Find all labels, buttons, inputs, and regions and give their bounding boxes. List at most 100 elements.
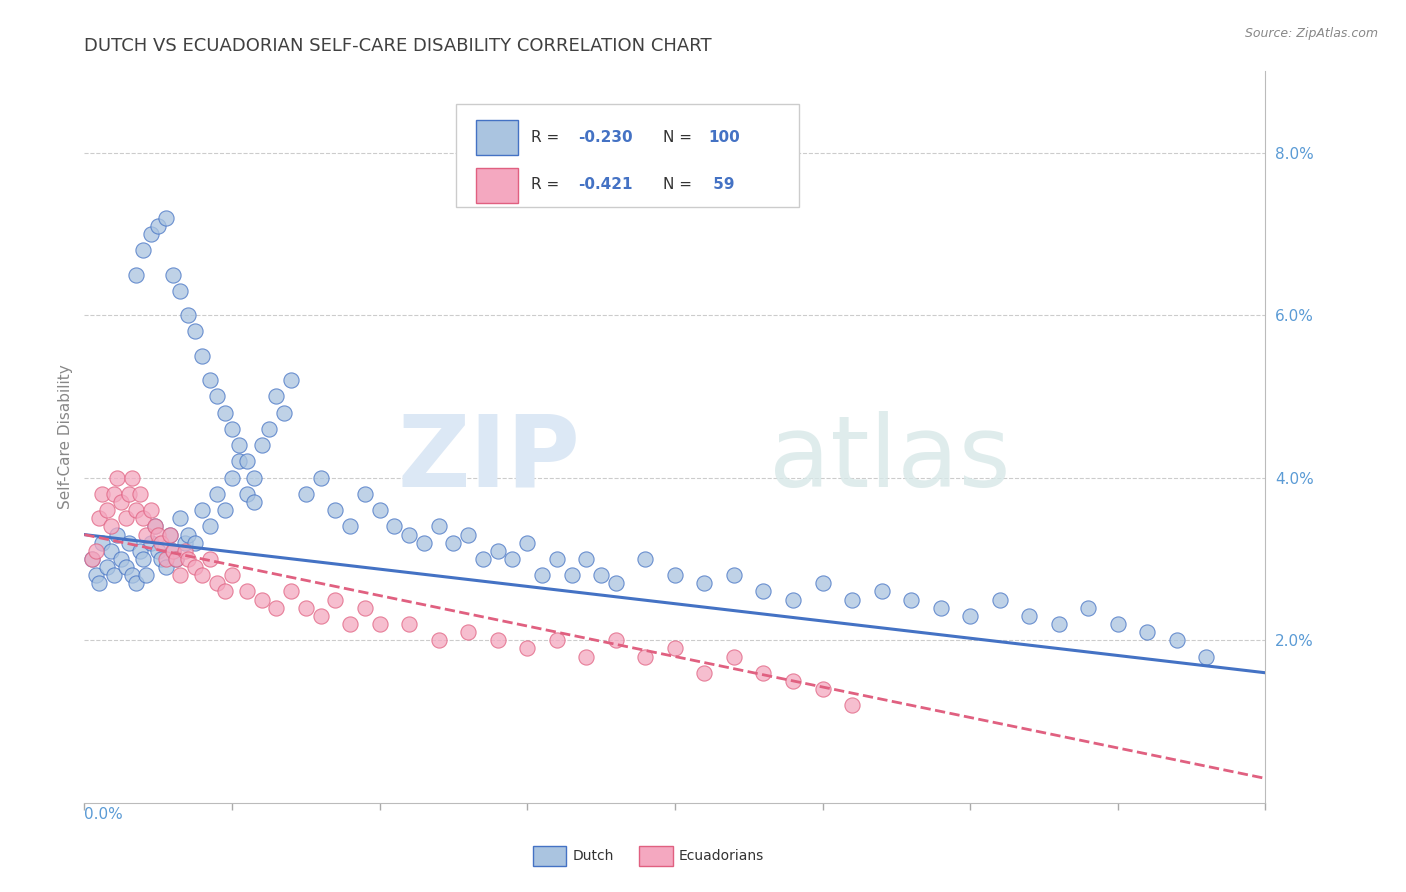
Point (159, 527, 181, 541)
Text: Ecuadorians: Ecuadorians (679, 849, 763, 863)
Point (91, 535, 114, 549)
Point (1195, 649, 1218, 664)
Point (207, 389, 229, 403)
Point (1136, 625, 1159, 640)
Bar (533, 846, 567, 866)
Point (84, 544, 107, 558)
Point (266, 389, 288, 403)
Point (605, 576, 627, 591)
Text: N =: N = (664, 178, 697, 193)
Point (221, 422, 243, 436)
Point (121, 568, 143, 582)
Point (132, 243, 155, 257)
Point (870, 584, 893, 599)
Point (132, 552, 155, 566)
Point (143, 519, 166, 533)
Point (339, 519, 361, 533)
Point (96, 560, 118, 574)
Point (148, 219, 170, 233)
Point (501, 552, 523, 566)
Point (114, 511, 136, 525)
Text: R =: R = (531, 178, 564, 193)
Point (103, 568, 125, 582)
Point (155, 211, 177, 225)
Point (221, 568, 243, 582)
Point (110, 552, 132, 566)
Point (443, 535, 465, 549)
Point (125, 268, 148, 282)
Point (427, 519, 450, 533)
Point (280, 584, 302, 599)
Point (811, 681, 834, 696)
Point (155, 560, 177, 574)
Point (309, 608, 332, 623)
Point (80, 552, 103, 566)
Point (169, 511, 191, 525)
Point (1077, 600, 1099, 615)
Point (266, 600, 288, 615)
Point (162, 544, 184, 558)
Point (105, 471, 128, 485)
Point (546, 633, 568, 648)
Point (80, 552, 103, 566)
Point (309, 471, 332, 485)
Point (191, 349, 214, 363)
Point (207, 576, 229, 591)
Point (693, 576, 716, 591)
Point (150, 535, 173, 549)
Bar (477, 120, 517, 155)
Point (125, 576, 148, 591)
Point (100, 544, 122, 558)
Point (664, 641, 686, 656)
FancyBboxPatch shape (457, 104, 799, 207)
Point (91, 487, 114, 501)
Point (605, 633, 627, 648)
Point (959, 608, 981, 623)
Point (988, 592, 1011, 607)
Point (125, 503, 148, 517)
Point (811, 576, 834, 591)
Point (1107, 617, 1129, 632)
Point (752, 665, 775, 680)
Point (752, 584, 775, 599)
Point (723, 568, 745, 582)
Point (165, 552, 187, 566)
Point (273, 406, 295, 420)
Point (84, 568, 107, 582)
Point (139, 503, 162, 517)
Point (782, 592, 804, 607)
Point (325, 592, 347, 607)
Text: ZIP: ZIP (398, 410, 581, 508)
Text: N =: N = (664, 129, 697, 145)
Point (368, 503, 391, 517)
Text: R =: R = (531, 129, 564, 145)
Point (214, 503, 236, 517)
Point (228, 438, 250, 452)
Point (173, 535, 195, 549)
Text: 100: 100 (709, 129, 740, 145)
Point (427, 633, 450, 648)
Point (105, 527, 128, 541)
Point (198, 552, 221, 566)
Point (325, 503, 347, 517)
Point (148, 527, 170, 541)
Point (129, 487, 152, 501)
Point (561, 568, 583, 582)
Point (516, 535, 538, 549)
Point (177, 308, 200, 322)
Text: 59: 59 (709, 178, 734, 193)
Point (575, 649, 598, 664)
Text: atlas: atlas (769, 410, 1011, 508)
Point (398, 617, 420, 632)
Point (177, 527, 200, 541)
Point (198, 519, 221, 533)
Point (159, 527, 181, 541)
Point (114, 560, 136, 574)
Point (929, 600, 952, 615)
Point (1018, 608, 1040, 623)
Point (150, 552, 173, 566)
Point (1047, 617, 1070, 632)
Bar (477, 168, 517, 203)
Point (191, 568, 214, 582)
Point (693, 665, 716, 680)
